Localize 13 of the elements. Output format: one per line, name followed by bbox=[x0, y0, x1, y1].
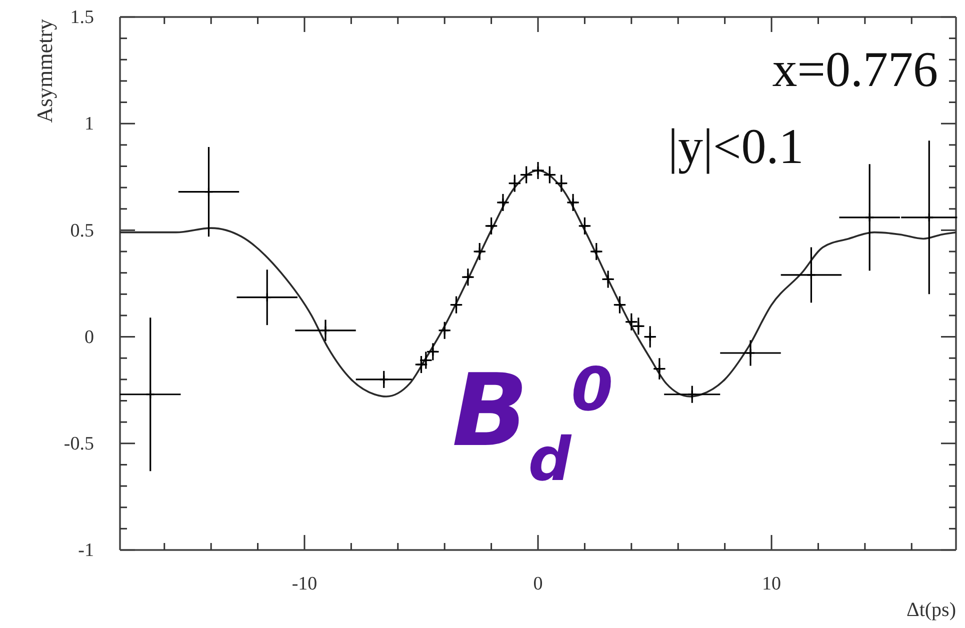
y-tick-label: 1 bbox=[84, 114, 94, 135]
y-tick-label: -1 bbox=[78, 540, 94, 562]
annotation: |y|<0.1 bbox=[668, 118, 804, 174]
y-tick-label: 0 bbox=[84, 326, 94, 348]
y-tick-label: -0.5 bbox=[64, 433, 94, 454]
x-tick-label: -10 bbox=[292, 573, 318, 594]
x-tick-label: 10 bbox=[762, 573, 782, 594]
x-axis-title: Δt(ps) bbox=[906, 599, 956, 621]
y-tick-label: 0.5 bbox=[70, 220, 94, 242]
annotation: x=0.776 bbox=[772, 41, 938, 97]
x-tick-label: 0 bbox=[533, 573, 543, 594]
y-tick-label: 1.5 bbox=[70, 7, 94, 28]
y-axis-title: Asymmetry bbox=[32, 19, 57, 123]
